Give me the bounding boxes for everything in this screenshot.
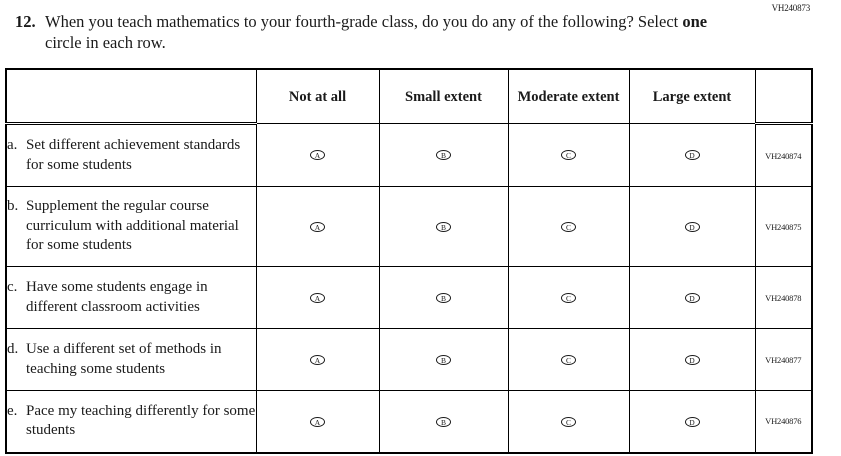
table-header: Not at all Small extent Moderate extent … — [5, 68, 813, 125]
response-cell-c-not-at-all[interactable]: A — [255, 266, 380, 329]
row-statement-c: Have some students engage in different c… — [26, 279, 208, 315]
response-bubble-a-C[interactable]: C — [561, 150, 576, 161]
response-bubble-d-D[interactable]: D — [684, 354, 700, 365]
item-code-b: VH240875 — [754, 186, 813, 267]
row-letter-c: c. — [7, 279, 18, 295]
response-cell-b-large-extent[interactable]: D — [628, 186, 756, 267]
response-cell-d-large-extent[interactable]: D — [628, 328, 756, 391]
item-code-c: VH240878 — [754, 266, 813, 329]
response-bubble-e-C[interactable]: C — [561, 416, 576, 427]
response-cell-d-moderate-extent[interactable]: C — [507, 328, 630, 391]
response-bubble-b-B[interactable]: B — [436, 221, 451, 232]
response-bubble-b-D[interactable]: D — [684, 221, 700, 232]
response-cell-a-small-extent[interactable]: B — [378, 123, 509, 187]
statement-cell-d: d. Use a different set of methods in tea… — [5, 328, 257, 391]
response-bubble-e-A[interactable]: A — [310, 416, 325, 427]
response-bubble-e-D[interactable]: D — [684, 416, 700, 427]
table-row: d. Use a different set of methods in tea… — [5, 328, 813, 391]
column-header-code — [754, 68, 813, 125]
response-bubble-d-A[interactable]: A — [310, 354, 325, 365]
response-cell-d-not-at-all[interactable]: A — [255, 328, 380, 391]
table-row: a. Set different achievement standards f… — [5, 123, 813, 187]
question-text-part2: circle in each row. — [45, 33, 166, 52]
response-cell-e-moderate-extent[interactable]: C — [507, 390, 630, 453]
response-bubble-c-C[interactable]: C — [561, 292, 576, 303]
row-letter-e: e. — [7, 402, 18, 419]
response-cell-a-not-at-all[interactable]: A — [255, 123, 380, 187]
column-header-large-extent: Large extent — [628, 68, 756, 124]
response-bubble-b-A[interactable]: A — [310, 221, 325, 232]
response-cell-c-large-extent[interactable]: D — [628, 266, 756, 329]
statement-cell-e: e. Pace my teaching differently for some… — [5, 390, 257, 453]
response-cell-d-small-extent[interactable]: B — [378, 328, 509, 391]
row-letter-b: b. — [7, 198, 19, 215]
response-cell-c-small-extent[interactable]: B — [378, 266, 509, 329]
response-bubble-d-C[interactable]: C — [561, 354, 576, 365]
statement-cell-b: b. Supplement the regular course curricu… — [5, 186, 257, 267]
response-bubble-d-B[interactable]: B — [436, 354, 451, 365]
survey-response-table: Not at all Small extent Moderate extent … — [5, 68, 813, 454]
response-cell-c-moderate-extent[interactable]: C — [507, 266, 630, 329]
row-statement-a: Set different achievement standards for … — [26, 137, 241, 173]
response-cell-b-moderate-extent[interactable]: C — [507, 186, 630, 267]
row-statement-b: Supplement the regular course curriculum… — [26, 198, 239, 254]
column-header-moderate-extent: Moderate extent — [507, 68, 630, 124]
response-bubble-c-B[interactable]: B — [436, 292, 451, 303]
response-bubble-c-D[interactable]: D — [684, 292, 700, 303]
response-bubble-a-A[interactable]: A — [310, 150, 325, 161]
table-header-row: Not at all Small extent Moderate extent … — [5, 68, 813, 125]
response-bubble-b-C[interactable]: C — [561, 221, 576, 232]
column-header-statement — [5, 68, 257, 125]
item-code-e: VH240876 — [754, 390, 813, 453]
response-bubble-a-B[interactable]: B — [436, 150, 451, 161]
column-header-not-at-all: Not at all — [255, 68, 380, 124]
response-cell-e-not-at-all[interactable]: A — [255, 390, 380, 453]
response-cell-e-large-extent[interactable]: D — [628, 390, 756, 453]
table-row: e. Pace my teaching differently for some… — [5, 390, 813, 453]
question-stem: 12. When you teach mathematics to your f… — [15, 11, 715, 53]
question-text-emphasis: one — [682, 12, 708, 31]
table-row: c. Have some students engage in differen… — [5, 266, 813, 329]
response-bubble-e-B[interactable]: B — [436, 416, 451, 427]
response-cell-a-large-extent[interactable]: D — [628, 123, 756, 187]
row-statement-d: Use a different set of methods in teachi… — [26, 341, 222, 377]
table-body: a. Set different achievement standards f… — [5, 123, 813, 453]
response-cell-e-small-extent[interactable]: B — [378, 390, 509, 453]
question-text-part1: When you teach mathematics to your fourt… — [45, 12, 683, 31]
response-bubble-c-A[interactable]: A — [310, 292, 325, 303]
question-text: When you teach mathematics to your fourt… — [45, 11, 715, 53]
item-code-top-right: VH240873 — [771, 3, 811, 13]
response-cell-a-moderate-extent[interactable]: C — [507, 123, 630, 187]
question-number: 12. — [15, 12, 36, 31]
row-letter-a: a. — [7, 137, 18, 153]
table-row: b. Supplement the regular course curricu… — [5, 186, 813, 267]
statement-cell-c: c. Have some students engage in differen… — [5, 266, 257, 329]
item-code-a: VH240874 — [754, 123, 813, 187]
statement-cell-a: a. Set different achievement standards f… — [5, 123, 257, 187]
response-cell-b-small-extent[interactable]: B — [378, 186, 509, 267]
response-bubble-a-D[interactable]: D — [684, 150, 700, 161]
response-cell-b-not-at-all[interactable]: A — [255, 186, 380, 267]
item-code-d: VH240877 — [754, 328, 813, 391]
column-header-small-extent: Small extent — [378, 68, 509, 124]
row-statement-e: Pace my teaching differently for some st… — [26, 402, 256, 439]
row-letter-d: d. — [7, 341, 19, 357]
